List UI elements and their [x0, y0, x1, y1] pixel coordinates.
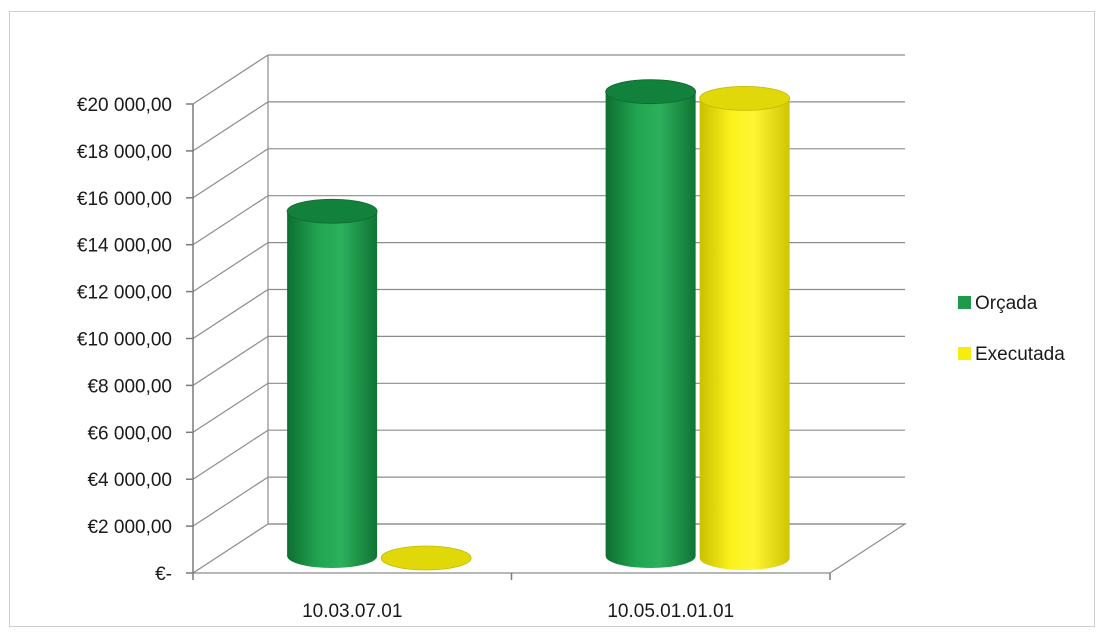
y-tick-label: €10 000,00: [77, 330, 172, 351]
legend-swatch: [958, 296, 971, 309]
y-tick-label: €18 000,00: [77, 142, 172, 163]
y-tick-label: €20 000,00: [77, 95, 172, 116]
bar-executada-0: [380, 545, 472, 571]
bar-cap: [605, 79, 697, 105]
y-tick-label: €8 000,00: [87, 376, 172, 397]
gridline-side: [192, 429, 269, 480]
legend-label: Orçada: [975, 293, 1038, 314]
gridline-side: [192, 382, 269, 433]
bar-cap: [286, 198, 378, 224]
x-category-label: 10.05.01.01.01: [607, 601, 734, 622]
gridline-side: [192, 335, 269, 386]
gridline-side: [192, 101, 269, 152]
gridline-side: [192, 288, 269, 340]
axes: [186, 103, 831, 580]
gridline-side: [192, 242, 269, 293]
bars: [286, 79, 791, 571]
y-tick-label: €6 000,00: [87, 423, 172, 444]
legend-item-orcada: Orçada: [958, 293, 1038, 314]
y-tick-label: €-: [155, 564, 172, 585]
gridline-side: [192, 54, 269, 105]
gridline-side: [192, 476, 269, 527]
y-tick-label: €16 000,00: [77, 189, 172, 210]
y-tick-label: €4 000,00: [87, 470, 172, 491]
bar-body: [699, 98, 790, 570]
legend-item-executada: Executada: [958, 344, 1065, 365]
y-tick-label: €14 000,00: [77, 236, 172, 257]
y-tick-label: €12 000,00: [77, 283, 172, 304]
bar-cap: [699, 85, 791, 111]
legend: Orçada Executada: [958, 293, 1065, 365]
gridline-side: [192, 195, 269, 246]
bar-cap: [380, 545, 472, 571]
bar-body: [605, 91, 696, 568]
legend-label: Executada: [975, 344, 1065, 365]
bar-orcada-0: [286, 198, 378, 568]
gridline-side: [192, 148, 269, 199]
bar-executada-1: [699, 85, 791, 570]
y-tick-label: €2 000,00: [87, 517, 172, 538]
tick-labels: €- €2 000,00 €4 000,00 €6 000,00 €8 000,00 €1…: [77, 95, 734, 622]
bar-orcada-1: [605, 79, 697, 568]
x-category-label: 10.03.07.01: [302, 601, 402, 622]
bar-body: [287, 211, 378, 568]
gridline-side: [192, 523, 269, 574]
legend-swatch: [958, 347, 971, 360]
